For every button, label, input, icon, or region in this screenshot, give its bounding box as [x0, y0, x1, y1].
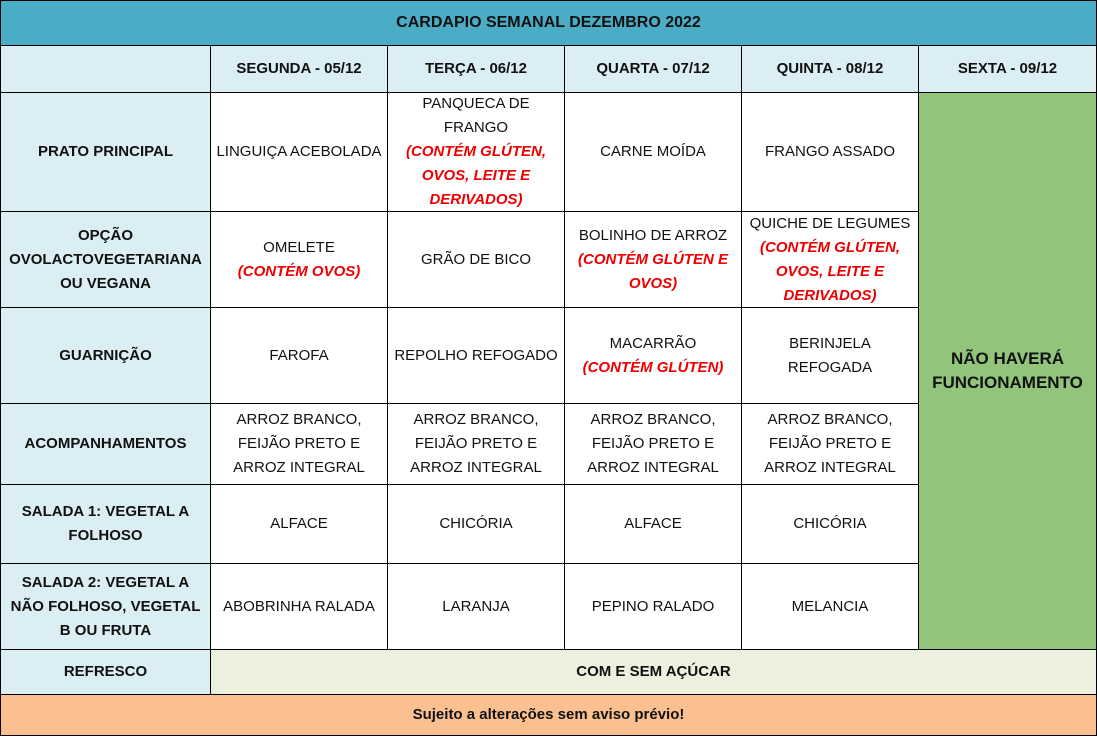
allergen-note: (CONTÉM GLÚTEN): [582, 358, 724, 376]
dish-name: BERINJELA REFOGADA: [787, 334, 873, 376]
day-header: SEXTA - 09/12: [919, 46, 1097, 93]
dish-name: LARANJA: [442, 597, 510, 615]
day-header: SEGUNDA - 05/12: [211, 46, 388, 93]
row-label: PRATO PRINCIPAL: [0, 93, 211, 212]
menu-cell: LARANJA: [388, 564, 565, 650]
menu-cell: ALFACE: [211, 485, 388, 564]
menu-title: CARDAPIO SEMANAL DEZEMBRO 2022: [0, 0, 1097, 46]
menu-cell: OMELETE (CONTÉM OVOS): [211, 212, 388, 308]
dish-name: ARROZ BRANCO, FEIJÃO PRETO E ARROZ INTEG…: [233, 411, 365, 476]
menu-cell: FRANGO ASSADO: [742, 93, 919, 212]
menu-cell: BERINJELA REFOGADA: [742, 308, 919, 404]
row-label: SALADA 1: VEGETAL A FOLHOSO: [0, 485, 211, 564]
dish-name: CHICÓRIA: [793, 515, 867, 532]
dish-name: QUICHE DE LEGUMES: [749, 214, 911, 232]
menu-cell: PANQUECA DE FRANGO (CONTÉM GLÚTEN, OVOS, …: [388, 93, 565, 212]
friday-closed-notice: NÃO HAVERÁ FUNCIONAMENTO: [919, 93, 1097, 650]
dish-name: BOLINHO DE ARROZ: [578, 226, 728, 244]
dish-name: PEPINO RALADO: [591, 597, 715, 615]
dish-name: ABOBRINHA RALADA: [223, 597, 375, 615]
menu-cell: ARROZ BRANCO, FEIJÃO PRETO E ARROZ INTEG…: [742, 404, 919, 485]
dish-name: REPOLHO REFOGADO: [394, 346, 558, 364]
row-label: SALADA 2: VEGETAL A NÃO FOLHOSO, VEGETAL…: [0, 564, 211, 650]
dish-name: LINGUIÇA ACEBOLADA: [216, 143, 382, 160]
dish-name: CARNE MOÍDA: [600, 143, 706, 160]
row-label: OPÇÃO OVOLACTOVEGETARIANA OU VEGANA: [0, 212, 211, 308]
refresco-value: COM E SEM AÇÚCAR: [211, 650, 1097, 695]
menu-cell: ARROZ BRANCO, FEIJÃO PRETO E ARROZ INTEG…: [211, 404, 388, 485]
menu-cell: QUICHE DE LEGUMES (CONTÉM GLÚTEN, OVOS, L…: [742, 212, 919, 308]
dish-name: GRÃO DE BICO: [420, 250, 532, 268]
menu-cell: CARNE MOÍDA: [565, 93, 742, 212]
day-header: QUINTA - 08/12: [742, 46, 919, 93]
menu-cell: MELANCIA: [742, 564, 919, 650]
dish-name: ARROZ BRANCO, FEIJÃO PRETO E ARROZ INTEG…: [587, 411, 719, 476]
dish-name: ALFACE: [270, 515, 328, 532]
allergen-note: (CONTÉM GLÚTEN E OVOS): [578, 250, 728, 292]
menu-cell: LINGUIÇA ACEBOLADA: [211, 93, 388, 212]
menu-cell: PEPINO RALADO: [565, 564, 742, 650]
menu-cell: ABOBRINHA RALADA: [211, 564, 388, 650]
allergen-note: (CONTÉM GLÚTEN, OVOS, LEITE E DERIVADOS): [760, 238, 900, 304]
allergen-note: (CONTÉM OVOS): [237, 262, 361, 280]
dish-name: MELANCIA: [791, 597, 869, 615]
dish-name: MACARRÃO: [609, 334, 697, 352]
menu-cell: FAROFA: [211, 308, 388, 404]
menu-cell: CHICÓRIA: [388, 485, 565, 564]
refresco-label: REFRESCO: [0, 650, 211, 695]
menu-cell: ALFACE: [565, 485, 742, 564]
day-header: TERÇA - 06/12: [388, 46, 565, 93]
dish-name: FAROFA: [269, 346, 329, 364]
dish-name: ARROZ BRANCO, FEIJÃO PRETO E ARROZ INTEG…: [764, 411, 896, 476]
row-label: ACOMPANHAMENTOS: [0, 404, 211, 485]
menu-cell: REPOLHO REFOGADO: [388, 308, 565, 404]
dish-name: FRANGO ASSADO: [764, 143, 896, 160]
menu-cell: CHICÓRIA: [742, 485, 919, 564]
menu-cell: GRÃO DE BICO: [388, 212, 565, 308]
dish-name: CHICÓRIA: [439, 515, 513, 532]
corner-header: [0, 46, 211, 93]
menu-cell: ARROZ BRANCO, FEIJÃO PRETO E ARROZ INTEG…: [388, 404, 565, 485]
day-header: QUARTA - 07/12: [565, 46, 742, 93]
menu-cell: MACARRÃO (CONTÉM GLÚTEN): [565, 308, 742, 404]
dish-name: ALFACE: [624, 515, 682, 532]
dish-name: ARROZ BRANCO, FEIJÃO PRETO E ARROZ INTEG…: [410, 411, 542, 476]
menu-cell: ARROZ BRANCO, FEIJÃO PRETO E ARROZ INTEG…: [565, 404, 742, 485]
allergen-note: (CONTÉM GLÚTEN, OVOS, LEITE E DERIVADOS): [406, 143, 546, 208]
dish-name: PANQUECA DE FRANGO: [422, 95, 530, 136]
footer-notice: Sujeito a alterações sem aviso prévio!: [0, 695, 1097, 736]
dish-name: OMELETE: [263, 238, 335, 256]
row-label: GUARNIÇÃO: [0, 308, 211, 404]
menu-cell: BOLINHO DE ARROZ (CONTÉM GLÚTEN E OVOS): [565, 212, 742, 308]
